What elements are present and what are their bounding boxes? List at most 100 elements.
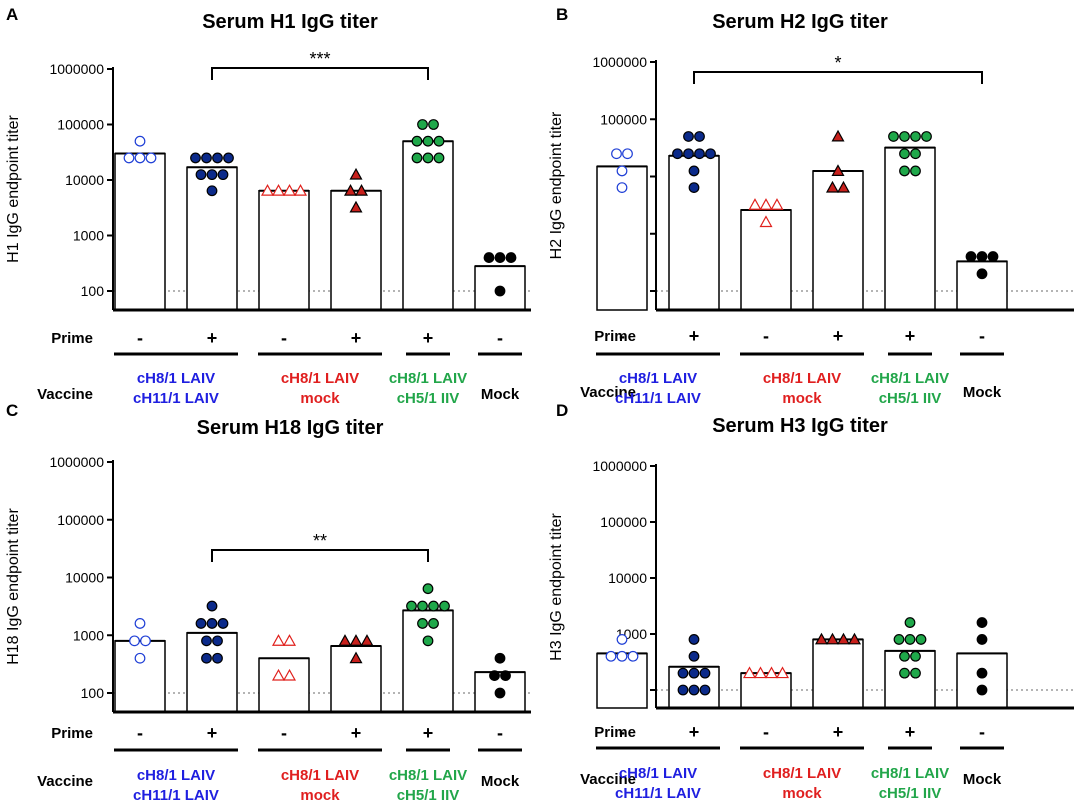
data-point	[489, 670, 500, 682]
y-axis-label: H1 IgG endpoint titer	[5, 115, 22, 263]
data-point	[688, 634, 700, 645]
vaccine-group-line1: Mock	[481, 386, 520, 403]
y-tick-label: 1000000	[49, 61, 104, 77]
vaccine-group-line1: cH8/1 LAIV	[763, 765, 841, 782]
data-point	[212, 152, 223, 164]
chart-title: Serum H3 IgG titer	[712, 415, 888, 437]
data-point	[699, 684, 711, 696]
data-point	[201, 152, 212, 164]
data-point	[360, 634, 374, 646]
data-point	[910, 165, 921, 177]
data-point	[190, 152, 201, 164]
bar	[186, 632, 238, 713]
prime-sign: -	[281, 723, 287, 743]
vaccine-group-line2: cH11/1 LAIV	[615, 390, 701, 407]
data-point	[439, 600, 450, 612]
significance-label: *	[834, 53, 841, 73]
data-point	[338, 634, 352, 646]
data-point	[417, 618, 428, 629]
data-point	[206, 600, 218, 612]
prime-sign: -	[763, 722, 769, 742]
data-point	[293, 184, 308, 196]
data-point	[899, 667, 910, 679]
prime-row-label: Prime	[594, 328, 636, 345]
y-axis-label: H3 IgG endpoint titer	[548, 513, 565, 661]
data-point	[494, 285, 506, 297]
data-point	[483, 252, 495, 263]
prime-sign: +	[833, 326, 844, 346]
bar	[956, 652, 1008, 709]
data-point	[899, 650, 910, 662]
bar	[258, 657, 310, 713]
data-point	[683, 148, 694, 160]
data-point	[282, 668, 297, 681]
vaccine-group-line1: cH8/1 LAIV	[619, 765, 697, 782]
vaccine-group-line1: cH8/1 LAIV	[281, 370, 359, 387]
panel-letter: A	[6, 5, 18, 24]
data-point	[505, 252, 517, 263]
data-point	[282, 634, 297, 646]
data-point	[195, 169, 207, 181]
prime-sign: -	[137, 723, 143, 743]
data-point	[836, 180, 851, 193]
data-point	[904, 617, 916, 628]
vaccine-group-line2: mock	[300, 787, 340, 804]
panel-d: D Serum H3 IgG titer H3 IgG endpoint titer…	[548, 401, 1074, 802]
data-point	[825, 632, 840, 645]
data-point	[627, 650, 639, 662]
bar	[668, 155, 720, 311]
data-point	[753, 666, 768, 679]
data-point	[759, 198, 773, 210]
prime-sign: -	[763, 326, 769, 346]
data-point	[622, 148, 633, 160]
data-point	[759, 215, 773, 228]
data-point	[976, 251, 988, 262]
significance-bracket	[693, 71, 983, 84]
bar	[596, 165, 648, 311]
data-point	[217, 169, 229, 181]
prime-sign: +	[351, 723, 362, 743]
data-point	[433, 152, 445, 164]
y-tick-label: 1000000	[592, 458, 647, 474]
vaccine-group-line1: cH8/1 LAIV	[871, 765, 949, 782]
data-point	[349, 167, 363, 180]
data-point	[354, 184, 369, 196]
vaccine-group-line2: cH11/1 LAIV	[133, 787, 219, 804]
vaccine-group-line1: Mock	[963, 771, 1002, 788]
data-point	[123, 152, 135, 164]
data-point	[825, 180, 840, 193]
data-point	[271, 634, 286, 646]
y-tick-label: 1000	[73, 627, 104, 643]
data-point	[422, 635, 434, 647]
data-point	[411, 152, 423, 164]
y-tick-label: 10000	[65, 172, 104, 188]
data-point	[770, 198, 784, 210]
data-point	[494, 252, 506, 263]
data-point	[688, 182, 700, 193]
y-tick-label: 10000	[608, 570, 647, 586]
data-point	[976, 268, 988, 280]
data-point	[349, 634, 363, 646]
data-point	[705, 148, 716, 160]
data-point	[145, 152, 157, 164]
prime-sign: +	[351, 328, 362, 348]
data-point	[672, 148, 683, 160]
data-point	[965, 251, 977, 262]
bar	[596, 652, 648, 709]
data-point	[831, 164, 845, 176]
data-point	[976, 667, 988, 679]
data-point	[433, 135, 445, 147]
data-point	[910, 650, 921, 662]
data-point	[140, 635, 151, 647]
data-point	[921, 131, 932, 142]
data-point	[910, 667, 921, 679]
data-point	[688, 650, 700, 662]
data-point	[494, 687, 506, 699]
y-tick-label: 100	[81, 283, 105, 299]
prime-sign: +	[423, 328, 434, 348]
data-point	[677, 684, 689, 696]
bar	[258, 190, 310, 311]
panel-letter: D	[556, 401, 568, 420]
data-point	[206, 618, 218, 629]
